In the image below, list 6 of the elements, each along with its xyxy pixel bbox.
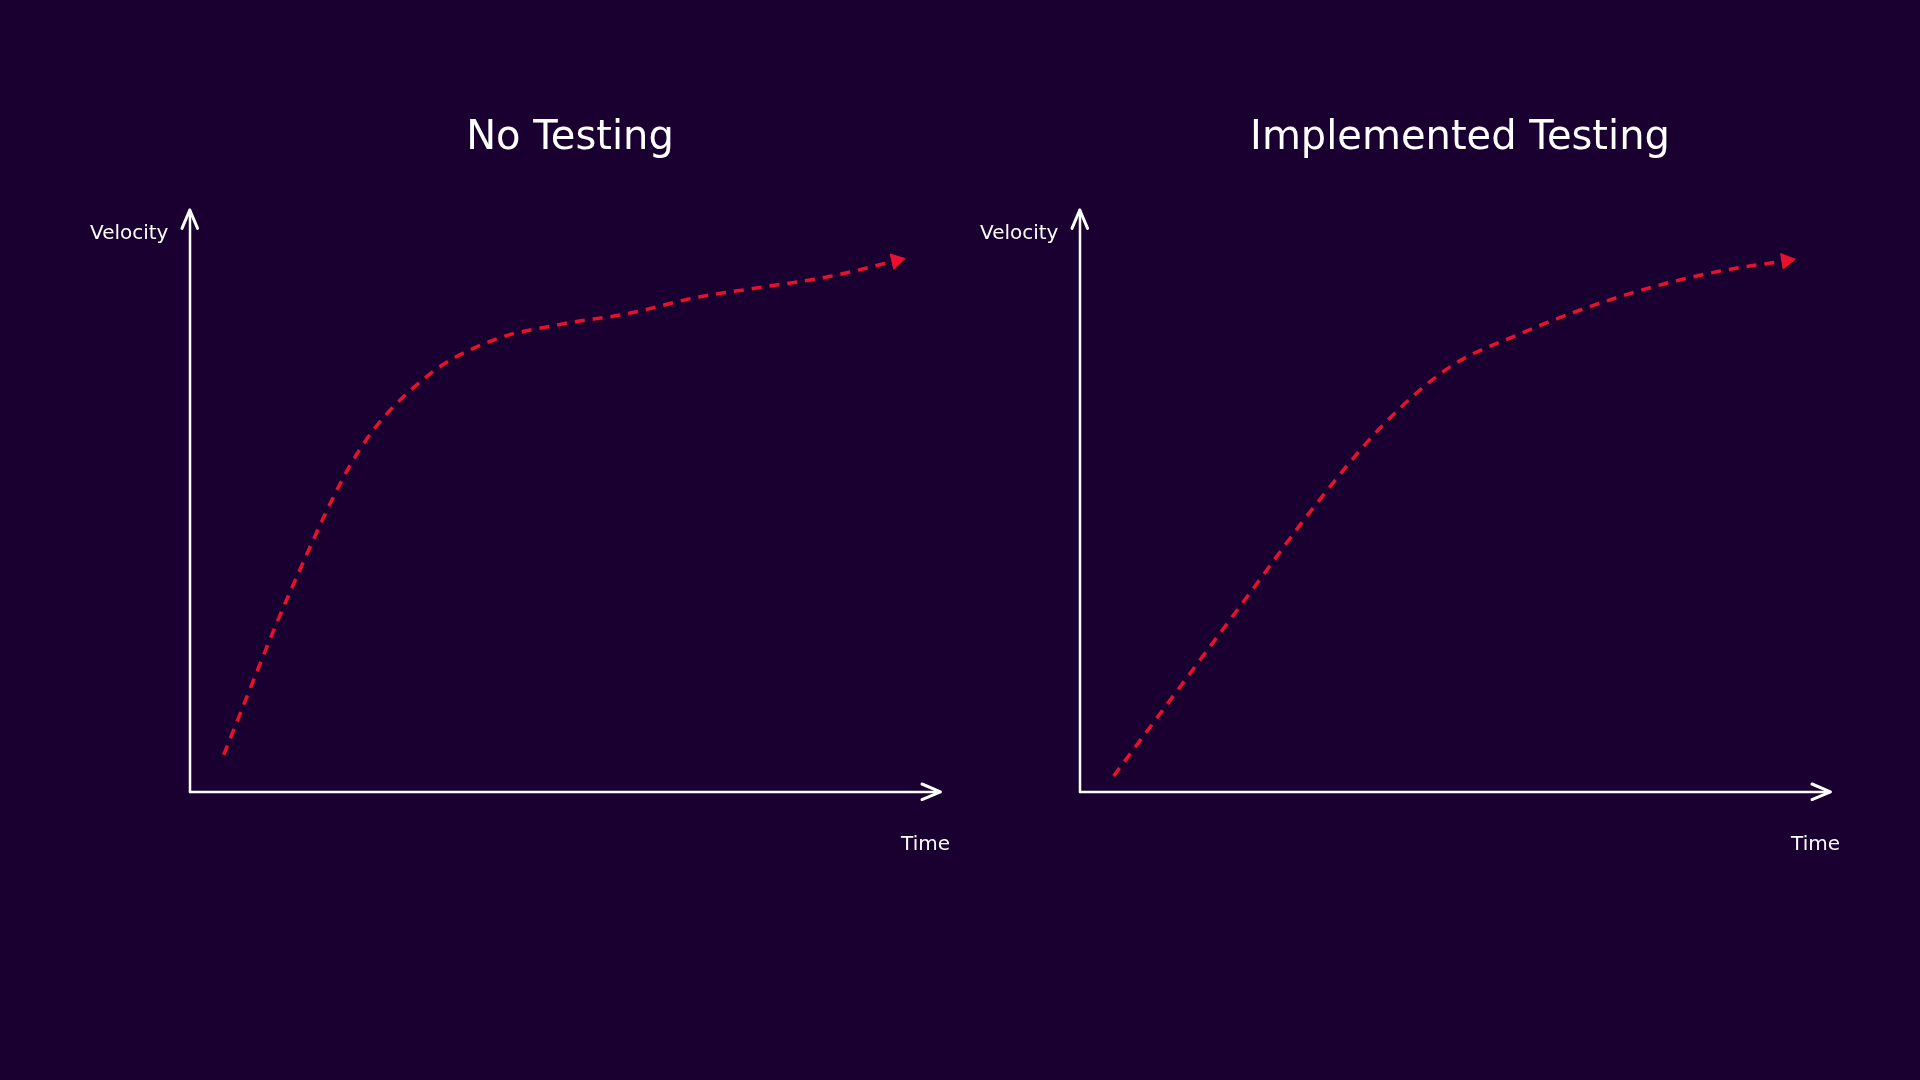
x-axis-title: Time — [1791, 831, 1840, 855]
y-axis-title: Velocity — [90, 220, 169, 244]
x-axis-title: Time — [901, 831, 950, 855]
chart-title: No Testing — [465, 111, 675, 160]
chart-title: Implemented Testing — [1249, 111, 1671, 160]
y-axis-title: Velocity — [980, 220, 1059, 244]
